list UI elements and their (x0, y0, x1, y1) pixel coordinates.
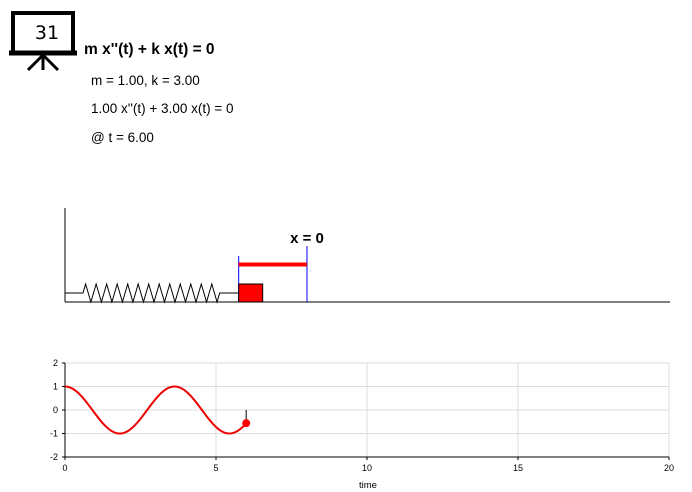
equilibrium-label: x = 0 (290, 230, 324, 247)
y-tick-label: 2 (53, 358, 58, 368)
presentation-board-icon: 31 (8, 8, 80, 74)
x-tick-label: 20 (664, 463, 674, 473)
current-point (242, 419, 251, 428)
x-tick-label: 15 (513, 463, 523, 473)
y-tick-label: 1 (53, 382, 58, 392)
slide-number: 31 (34, 22, 60, 44)
y-tick-label: 0 (53, 405, 58, 415)
y-tick-label: -1 (50, 429, 58, 439)
x-tick-label: 5 (213, 463, 218, 473)
y-tick-label: -2 (50, 452, 58, 462)
series-line (64, 385, 247, 435)
x-tick-label: 10 (362, 463, 372, 473)
spring-mass-diagram: x = 0 (64, 208, 670, 304)
mass-block (238, 283, 264, 303)
chart-grid (64, 362, 670, 458)
x-axis-label: time (359, 480, 377, 491)
parameter-values: m = 1.00, k = 3.00 (91, 73, 200, 88)
equation-instance: 1.00 x''(t) + 3.00 x(t) = 0 (91, 101, 234, 116)
x-tick-label: 0 (62, 463, 67, 473)
time-readout: @ t = 6.00 (91, 130, 154, 145)
spring (65, 282, 239, 304)
equation-title: m x''(t) + k x(t) = 0 (84, 41, 215, 58)
